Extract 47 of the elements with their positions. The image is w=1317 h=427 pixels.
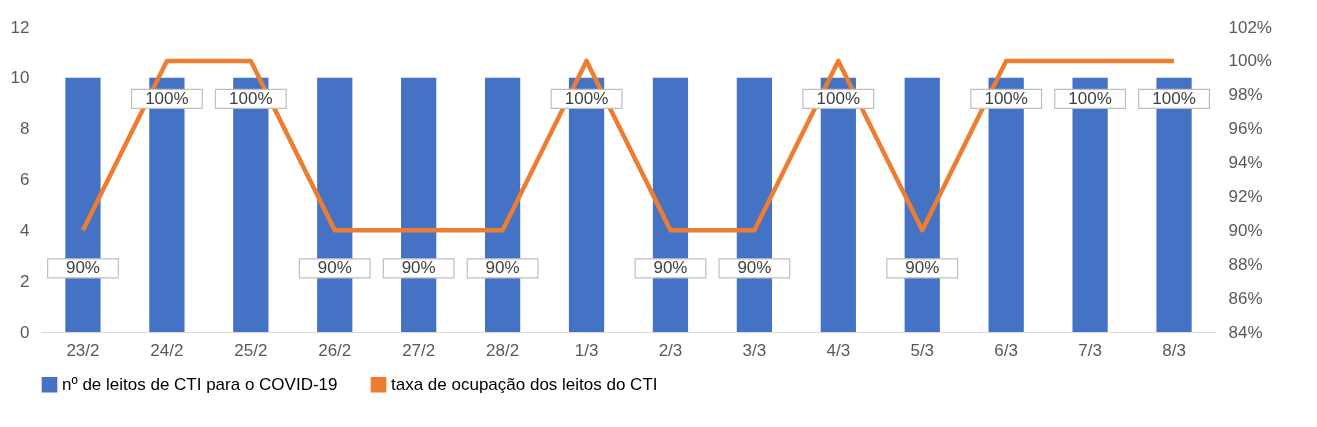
x-tick-label: 24/2 xyxy=(150,340,184,360)
x-tick-label: 25/2 xyxy=(234,340,268,360)
y-tick-label: 12 xyxy=(10,17,30,37)
data-label: 100% xyxy=(229,88,273,108)
x-tick-label: 26/2 xyxy=(318,340,352,360)
data-label: 90% xyxy=(737,258,772,278)
y2-tick-label: 84% xyxy=(1228,322,1263,342)
x-tick-label: 28/2 xyxy=(486,340,520,360)
legend-label: nº de leitos de CTI para o COVID-19 xyxy=(62,374,338,394)
y-tick-label: 10 xyxy=(10,68,30,88)
x-tick-label: 6/3 xyxy=(994,340,1018,360)
x-tick-label: 3/3 xyxy=(742,340,767,360)
y-tick-label: 8 xyxy=(20,119,30,139)
x-tick-label: 1/3 xyxy=(574,340,599,360)
y2-tick-label: 94% xyxy=(1228,153,1263,173)
data-label: 100% xyxy=(145,88,189,108)
x-tick-label: 27/2 xyxy=(402,340,436,360)
y2-tick-label: 98% xyxy=(1228,85,1263,105)
data-label: 90% xyxy=(653,258,688,278)
y-tick-label: 6 xyxy=(20,170,30,189)
y2-tick-label: 88% xyxy=(1228,254,1263,274)
data-label: 100% xyxy=(1152,88,1196,108)
y2-tick-label: 92% xyxy=(1228,186,1263,206)
data-label: 90% xyxy=(317,258,352,278)
data-label: 90% xyxy=(401,258,436,278)
x-tick-label: 7/3 xyxy=(1078,340,1102,360)
y2-tick-label: 90% xyxy=(1228,220,1263,240)
x-tick-label: 8/3 xyxy=(1162,340,1186,360)
data-label: 90% xyxy=(905,258,940,278)
y-tick-label: 2 xyxy=(20,271,30,291)
data-label: 100% xyxy=(1068,88,1112,108)
x-tick-label: 2/3 xyxy=(658,340,683,360)
x-tick-label: 23/2 xyxy=(66,340,100,360)
data-label: 90% xyxy=(65,258,100,278)
data-label: 100% xyxy=(816,88,861,108)
y2-tick-label: 100% xyxy=(1228,51,1272,71)
y2-tick-label: 86% xyxy=(1228,288,1263,308)
x-tick-label: 4/3 xyxy=(826,340,851,360)
y2-tick-label: 96% xyxy=(1228,119,1263,139)
y-tick-label: 0 xyxy=(20,322,30,342)
x-tick-label: 5/3 xyxy=(910,340,935,360)
y2-tick-label: 102% xyxy=(1228,17,1272,37)
data-label: 100% xyxy=(564,88,609,108)
data-label: 90% xyxy=(485,258,520,278)
legend-label: taxa de ocupação dos leitos do CTI xyxy=(391,374,658,394)
y-tick-label: 4 xyxy=(20,220,30,240)
data-label: 100% xyxy=(984,88,1028,108)
